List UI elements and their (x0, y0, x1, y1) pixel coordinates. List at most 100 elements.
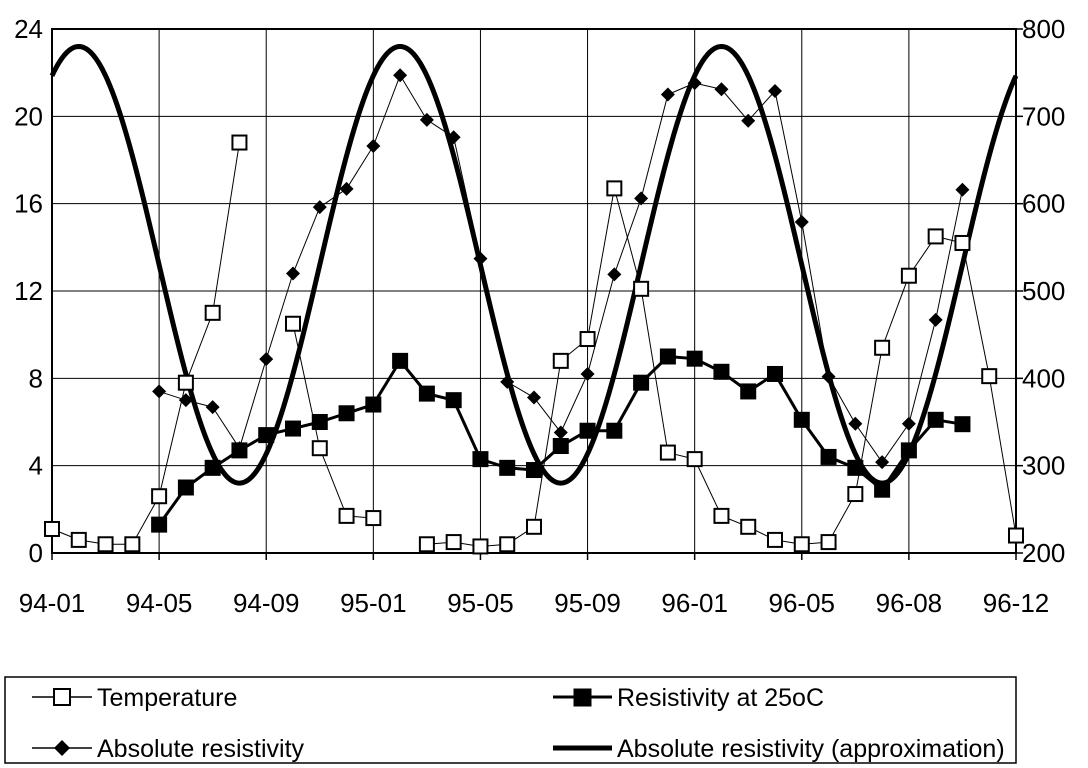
absolute-resistivity-segment (479, 258, 508, 382)
right-axis-ticks: 200 300 400 500 600 700 800 (1016, 14, 1065, 568)
temperature-segment (158, 382, 187, 497)
absolute-resistivity-point (955, 182, 970, 197)
absolute-resistivity-point (607, 267, 622, 282)
left-tick-label: 0 (29, 538, 43, 568)
legend-label-resistivity-25: Resistivity at 25oC (617, 684, 824, 712)
temperature-segment (694, 458, 722, 517)
resistivity-25-point (954, 416, 971, 433)
absolute-resistivity-point (634, 191, 649, 206)
legend-label-approximation: Absolute resistivity (approximation) (617, 735, 1005, 763)
absolute-resistivity-point (286, 266, 300, 281)
resistivity-25-point (445, 392, 462, 409)
absolute-resistivity-point (205, 400, 220, 415)
legend-label-temperature: Temperature (97, 684, 237, 712)
resistivity-25-point (472, 451, 489, 468)
temperature-point (418, 536, 435, 553)
x-axis-ticks: 94-01 94-05 94-09 95-01 95-05 95-09 96-01 96-05… (19, 553, 1050, 618)
absolute-resistivity-point (687, 76, 702, 91)
temperature-segment (185, 312, 214, 383)
temperature-point (713, 507, 730, 524)
temperature-point (231, 134, 248, 151)
temperature-segment (988, 376, 1017, 536)
absolute-resistivity-point (553, 425, 568, 440)
temperature-point (285, 315, 301, 332)
legend-entry-resistivity-25: Resistivity at 25oC (553, 684, 824, 712)
absolute-resistivity-segment (426, 119, 454, 138)
absolute-resistivity-segment (828, 376, 856, 424)
resistivity-25-segment (452, 399, 482, 460)
temperature-point (44, 520, 60, 537)
left-tick-label: 20 (14, 101, 43, 131)
temperature-point (97, 536, 114, 553)
resistivity-25-point (392, 352, 409, 369)
series-layer (44, 43, 1024, 555)
absolute-resistivity-point (473, 251, 488, 266)
temperature-point (954, 234, 971, 251)
temperature-point (311, 440, 328, 457)
legend-box (4, 676, 1017, 764)
temperature-point (365, 510, 382, 527)
absolute-resistivity-segment (399, 75, 428, 121)
temperature-point (526, 518, 542, 535)
temperature-point (633, 280, 650, 297)
x-tick-label: 95-09 (554, 588, 621, 618)
legend-marker-filled-square (573, 688, 592, 707)
absolute-resistivity-segment (292, 206, 321, 274)
temperature-point (499, 536, 516, 553)
legend-entry-absolute-resistivity: Absolute resistivity (32, 735, 305, 763)
resistivity-25-point (874, 481, 891, 498)
temperature-point (445, 534, 462, 551)
x-tick-label: 96-01 (661, 588, 728, 618)
left-tick-label: 12 (14, 276, 43, 306)
x-tick-label: 96-12 (983, 588, 1050, 618)
temperature-point (177, 374, 194, 391)
x-tick-label: 96-08 (876, 588, 943, 618)
left-tick-label: 16 (14, 189, 43, 219)
temperature-segment (319, 448, 348, 517)
resistivity-25-point (499, 459, 516, 476)
legend-entry-approximation: Absolute resistivity (approximation) (553, 735, 1005, 763)
temperature-segment (881, 275, 910, 348)
temperature-point (686, 451, 703, 468)
resistivity-25-point (793, 411, 810, 428)
resistivity-25-point (204, 459, 221, 476)
resistivity-25-point (526, 462, 542, 479)
legend: Temperature Resistivity at 25oC Absolute… (4, 676, 1017, 764)
temperature-segment (613, 188, 642, 289)
absolute-resistivity-segment (587, 274, 615, 375)
absolute-resistivity-segment (506, 381, 535, 398)
resistivity-25-point (151, 516, 168, 533)
resistivity-25-point (338, 405, 355, 422)
temperature-point (847, 486, 864, 503)
absolute-resistivity-segment (640, 94, 669, 199)
resistivity-25-point (820, 448, 837, 465)
absolute-resistivity-segment (613, 198, 642, 275)
temperature-segment (828, 493, 856, 543)
absolute-resistivity-segment (533, 397, 562, 433)
resistivity-25-point (740, 383, 757, 400)
x-tick-label: 94-05 (126, 588, 193, 618)
resistivity-25-point (311, 414, 328, 430)
temperature-point (659, 444, 676, 461)
right-tick-label: 800 (1022, 14, 1065, 44)
absolute-resistivity-point (794, 215, 809, 230)
resistivity-25-point (579, 422, 596, 439)
resistivity-25-point (258, 427, 275, 444)
legend-marker-filled-diamond (54, 740, 70, 756)
temperature-point (70, 531, 87, 548)
temperature-segment (961, 242, 990, 377)
right-tick-label: 200 (1022, 538, 1065, 568)
resistivity-25-point (686, 350, 703, 367)
temperature-segment (533, 360, 562, 527)
temperature-point (740, 518, 757, 535)
series-absolute-resistivity (152, 68, 970, 470)
legend-label-absolute-resistivity: Absolute resistivity (97, 735, 305, 763)
temperature-segment (212, 142, 240, 313)
approximation-curve (49, 43, 1019, 486)
resistivity-25-point (231, 442, 248, 459)
absolute-resistivity-point (419, 112, 434, 127)
resistivity-25-point (927, 411, 944, 428)
right-tick-label: 600 (1022, 189, 1065, 219)
absolute-resistivity-segment (774, 90, 803, 223)
